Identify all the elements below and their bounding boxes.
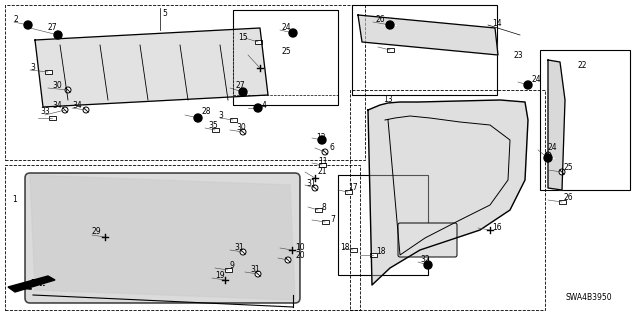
Text: FR.: FR. [30,278,45,287]
Text: 12: 12 [316,132,326,142]
Bar [350,90,545,310]
Bar [211,128,218,132]
Circle shape [524,81,532,89]
Text: 4: 4 [262,100,267,109]
Circle shape [318,136,326,144]
Text: 1: 1 [12,196,17,204]
Circle shape [424,261,432,269]
Text: 26: 26 [563,194,573,203]
Bar [319,163,326,167]
Bar [349,248,356,252]
Polygon shape [368,100,528,285]
Bar [5,5,365,160]
Circle shape [322,149,328,155]
Text: 31: 31 [250,265,260,275]
Text: 30: 30 [52,80,61,90]
Circle shape [559,169,565,175]
Text: 23: 23 [513,50,523,60]
Text: 22: 22 [578,61,588,70]
Text: 6: 6 [330,144,335,152]
Text: 18: 18 [340,243,349,253]
Text: 27: 27 [48,24,58,33]
Text: 14: 14 [492,19,502,28]
Text: 26: 26 [376,14,386,24]
Text: 10: 10 [295,243,305,253]
Bar [321,220,328,224]
Polygon shape [358,15,498,55]
Text: 2: 2 [14,16,19,25]
Polygon shape [30,175,295,300]
Text: 31: 31 [234,243,244,253]
Text: 3: 3 [218,112,223,121]
Text: 28: 28 [202,108,211,116]
FancyBboxPatch shape [25,173,300,303]
Bar [45,70,51,74]
Text: 34: 34 [72,100,82,109]
Bar [559,200,566,204]
Circle shape [83,107,89,113]
Bar [314,208,321,212]
Text: 25: 25 [563,164,573,173]
Circle shape [255,271,261,277]
Bar [233,10,338,105]
Bar [352,5,497,95]
Circle shape [312,185,318,191]
Polygon shape [8,276,55,292]
Circle shape [24,21,32,29]
Text: 34: 34 [52,100,61,109]
Text: 3: 3 [30,63,35,72]
Bar [5,165,360,310]
Polygon shape [35,28,268,107]
Text: 24: 24 [532,76,541,85]
Text: 25: 25 [282,48,292,56]
Circle shape [194,114,202,122]
Text: 11: 11 [318,158,328,167]
Text: 33: 33 [40,108,50,116]
Circle shape [65,87,71,93]
Circle shape [544,154,552,162]
Bar [369,253,376,257]
Circle shape [386,21,394,29]
Text: 24: 24 [548,143,557,152]
Bar [344,190,351,194]
Text: 32: 32 [420,256,429,264]
Circle shape [254,104,262,112]
Text: 7: 7 [330,216,335,225]
Text: 15: 15 [238,33,248,42]
Text: 27: 27 [236,80,246,90]
Circle shape [54,31,62,39]
Circle shape [240,249,246,255]
Bar [255,40,262,44]
Circle shape [239,88,247,96]
Text: 30: 30 [236,123,246,132]
Circle shape [62,107,68,113]
Circle shape [289,29,297,37]
Text: 18: 18 [376,248,385,256]
Bar [225,268,232,272]
Text: 13: 13 [383,95,392,105]
Bar [540,50,630,190]
Text: 24: 24 [282,23,292,32]
Text: 29: 29 [92,227,102,236]
Text: 8: 8 [322,203,327,211]
Text: 20: 20 [296,251,306,261]
Text: 5: 5 [162,10,167,19]
Text: 21: 21 [318,167,328,176]
Circle shape [240,129,246,135]
Bar [387,48,394,52]
Text: 19: 19 [215,271,225,279]
Bar [230,118,237,122]
Text: 9: 9 [230,261,235,270]
FancyBboxPatch shape [398,223,457,257]
Bar [338,175,428,275]
Circle shape [285,257,291,263]
Polygon shape [548,60,565,190]
Text: SWA4B3950: SWA4B3950 [565,293,612,302]
Text: 16: 16 [492,224,502,233]
Bar [49,116,56,120]
Text: 31: 31 [306,179,316,188]
Text: 17: 17 [348,183,358,192]
Circle shape [545,152,551,158]
Text: 35: 35 [208,121,218,130]
